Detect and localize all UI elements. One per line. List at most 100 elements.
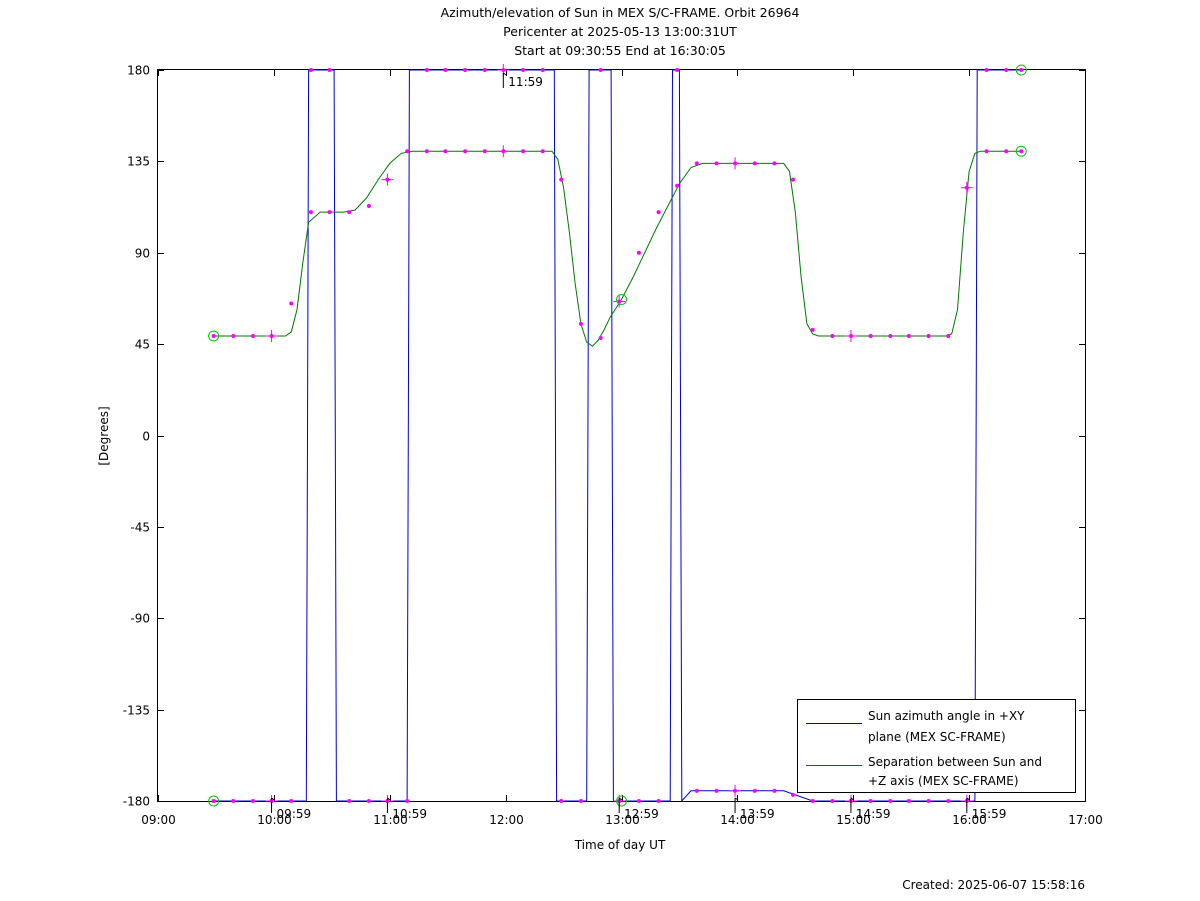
annotation-hook (734, 797, 739, 801)
data-point-marker (888, 334, 893, 339)
data-point-marker (752, 161, 757, 166)
hour-cross-marker (729, 157, 742, 170)
y-tick-label: -135 (123, 704, 150, 718)
data-point-marker (405, 799, 410, 803)
time-annotations: 11:59 09:59 10:59 12:59 13:59 14:59 15:59 (271, 72, 1007, 821)
data-point-marker (463, 149, 468, 154)
data-point-marker (1004, 68, 1009, 72)
title-line-2: Pericenter at 2025-05-13 13:00:31UT (503, 24, 737, 39)
hour-cross-marker (729, 784, 742, 797)
chart-title: Azimuth/elevation of Sun in MEX S/C-FRAM… (441, 5, 800, 58)
legend: Sun azimuth angle in +XY plane (MEX SC-F… (797, 699, 1076, 793)
title-line-3: Start at 09:30:55 End at 16:30:05 (514, 43, 726, 58)
data-point-marker (1004, 149, 1009, 154)
data-point-marker (521, 149, 526, 154)
endpoint-circle-marker (1015, 145, 1027, 157)
y-tick-label: -90 (130, 612, 150, 626)
data-point-marker (1019, 68, 1024, 72)
data-point-marker (714, 161, 719, 166)
data-point-marker (1019, 149, 1024, 154)
data-point-marker (251, 799, 256, 803)
data-point-marker (443, 68, 448, 72)
axes (157, 69, 1086, 802)
data-point-marker (424, 149, 429, 154)
annotation-label: 14:59 (856, 807, 891, 821)
hour-cross-marker (381, 173, 394, 186)
created-timestamp: Created: 2025-06-07 15:58:16 (902, 878, 1085, 892)
data-point-marker (810, 799, 815, 803)
y-tick-label: 45 (135, 338, 150, 352)
y-tick-label: 180 (127, 64, 150, 78)
data-point-marker (830, 334, 835, 339)
data-point-marker (327, 68, 332, 72)
annotation-label: 13:59 (740, 807, 775, 821)
data-point-marker (366, 204, 371, 209)
x-tick-label: 13:00 (605, 813, 640, 827)
data-point-marker (443, 149, 448, 154)
data-point-marker (463, 68, 468, 72)
data-point-marker (888, 799, 893, 803)
x-tick-label: 15:00 (836, 813, 871, 827)
data-point-marker (327, 210, 332, 215)
data-point-marker (251, 334, 256, 339)
annotation-hook (850, 797, 855, 801)
data-point-marker (540, 149, 545, 154)
hour-cross-marker (497, 145, 510, 158)
data-point-marker (211, 334, 216, 339)
data-markers (208, 64, 1027, 807)
y-tick-label: 90 (135, 247, 150, 261)
y-tick-label: 0 (142, 430, 150, 444)
data-point-marker (656, 799, 661, 803)
data-point-marker (482, 68, 487, 72)
data-point-marker (694, 788, 699, 793)
x-tick-label: 09:00 (141, 813, 176, 827)
data-point-marker (598, 336, 603, 341)
data-point-marker (482, 149, 487, 154)
data-point-marker (405, 149, 410, 154)
data-point-marker (578, 799, 583, 803)
hour-cross-marker (265, 330, 278, 343)
data-point-marker (347, 210, 352, 215)
data-point-marker (772, 161, 777, 166)
data-point-marker (559, 799, 564, 803)
data-point-marker (752, 788, 757, 793)
x-axis-ticks: 09:00 10:00 11:00 12:00 13:00 14:00 15:00 16:00… (141, 70, 1103, 827)
x-tick-label: 10:00 (257, 813, 292, 827)
data-point-marker (540, 68, 545, 72)
data-point-marker (926, 799, 931, 803)
data-point-marker (906, 799, 911, 803)
hour-cross-marker (613, 295, 626, 308)
title-line-1: Azimuth/elevation of Sun in MEX S/C-FRAM… (441, 5, 800, 20)
data-point-marker (521, 68, 526, 72)
x-axis-label: Time of day UT (574, 838, 666, 852)
x-tick-label: 14:00 (720, 813, 755, 827)
data-point-marker (790, 177, 795, 182)
annotation-hook (503, 72, 507, 76)
data-point-marker (984, 68, 989, 72)
hour-cross-marker (844, 330, 857, 343)
data-point-marker (559, 177, 564, 182)
data-point-marker (810, 327, 815, 332)
data-point-marker (830, 799, 835, 803)
annotation-hook (618, 797, 623, 801)
data-point-marker (926, 334, 931, 339)
data-point-marker (578, 321, 583, 326)
data-point-marker (231, 334, 236, 339)
legend-label-separation-line1: Separation between Sun and (868, 755, 1042, 769)
data-point-marker (289, 799, 294, 803)
legend-box (797, 699, 1076, 793)
series-lines (213, 69, 1022, 803)
annotation-label: 15:59 (972, 807, 1007, 821)
data-point-marker (984, 149, 989, 154)
annotation-label: 10:59 (392, 807, 427, 821)
data-point-marker (289, 301, 294, 306)
data-point-marker (675, 68, 680, 72)
series-line-azimuth (213, 69, 1022, 803)
data-point-marker (656, 210, 661, 215)
data-point-marker (675, 183, 680, 188)
y-axis-ticks: 180 135 90 45 0 -45 -90 -135 -180 (123, 64, 1085, 809)
data-point-marker (946, 799, 951, 803)
legend-label-separation-line2: +Z axis (MEX SC-FRAME) (868, 774, 1019, 788)
data-point-marker (636, 799, 641, 803)
data-point-marker (868, 799, 873, 803)
